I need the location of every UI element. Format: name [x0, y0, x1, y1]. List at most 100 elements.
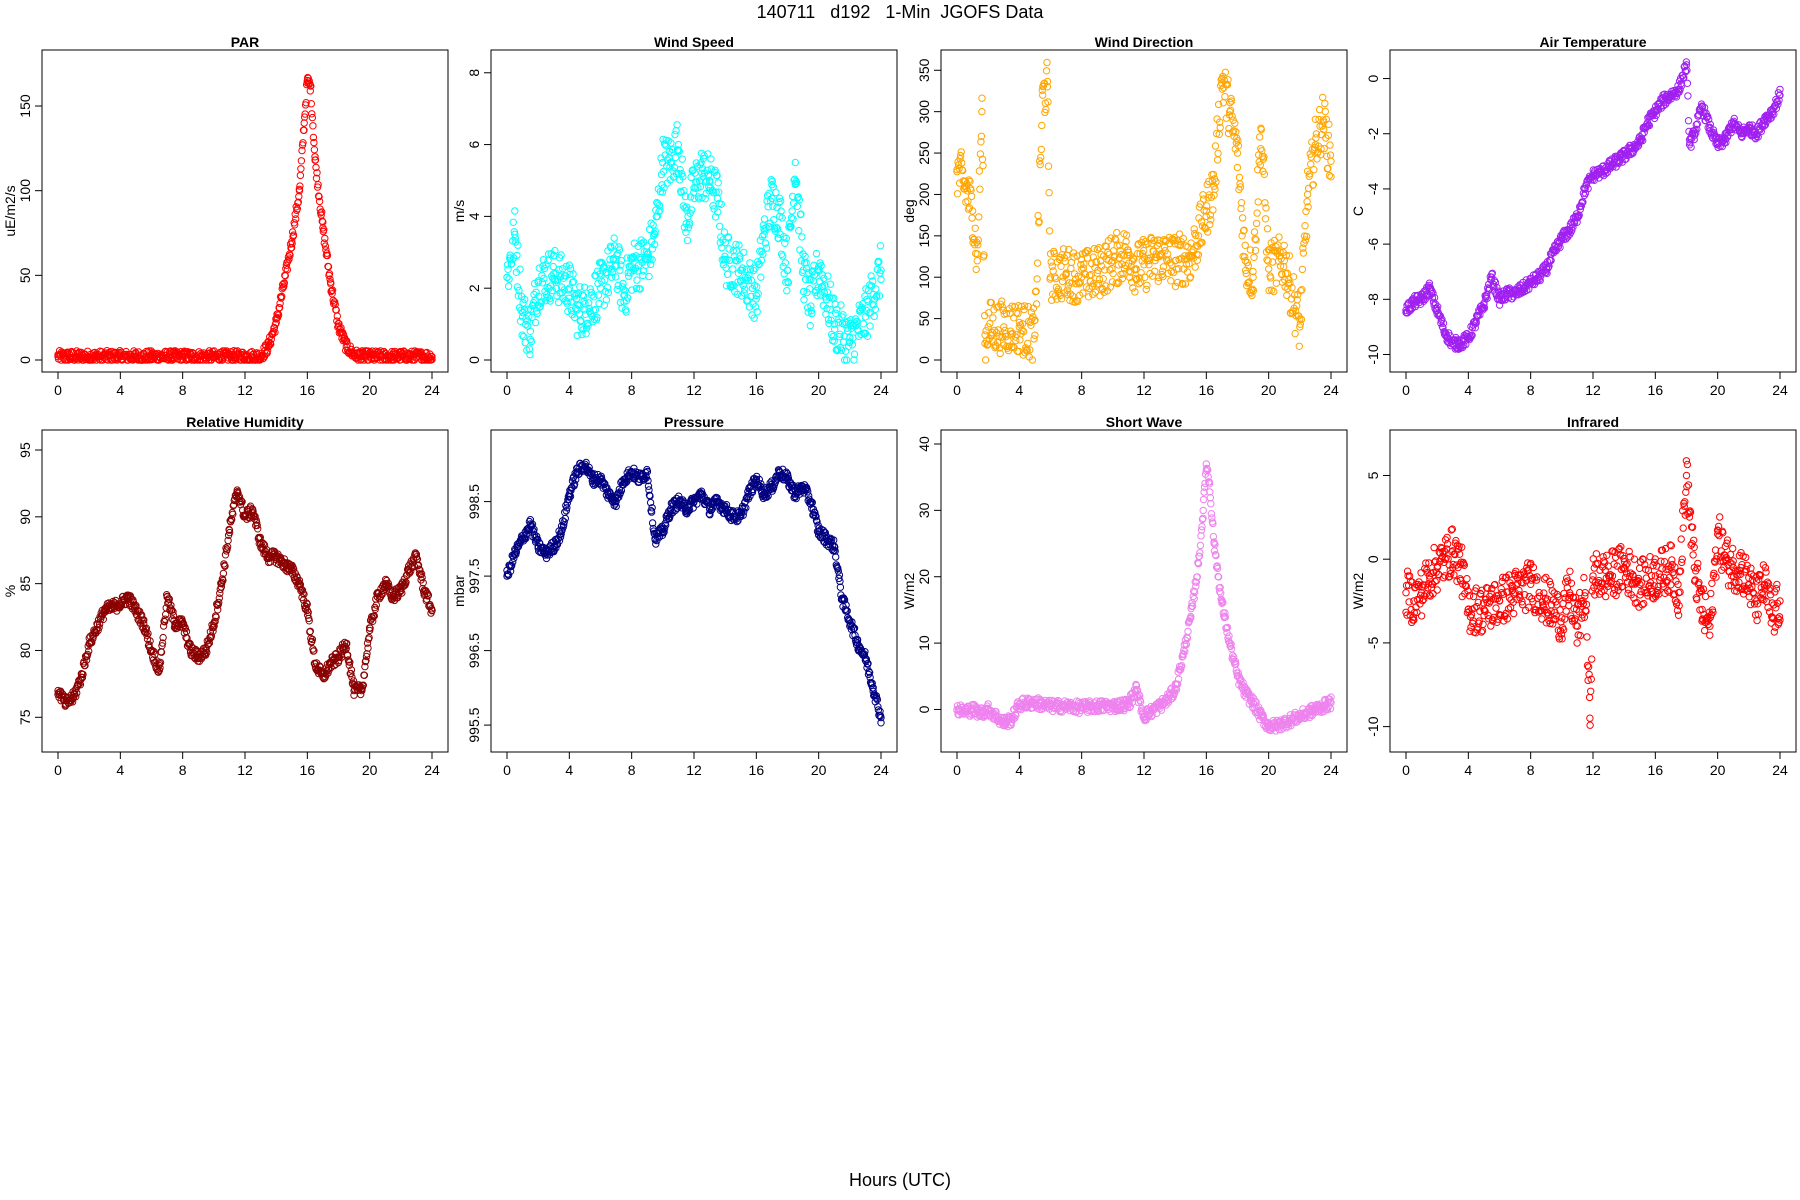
data-point — [674, 140, 683, 149]
data-point — [1313, 155, 1321, 163]
data-point — [1042, 67, 1051, 75]
data-point — [679, 173, 687, 181]
data-point — [628, 263, 636, 271]
data-point — [1684, 92, 1692, 100]
data-point — [1142, 285, 1151, 294]
data-point — [781, 259, 789, 267]
data-point — [742, 265, 750, 273]
data-point — [1102, 282, 1110, 290]
data-point — [313, 169, 321, 177]
data-point — [1251, 235, 1259, 243]
data-point — [366, 352, 374, 361]
data-point — [877, 275, 885, 284]
data-point — [312, 163, 320, 172]
data-point — [746, 266, 755, 274]
data-point — [116, 352, 125, 361]
data-point — [783, 266, 792, 274]
x-tick-label: 12 — [1585, 382, 1601, 398]
data-point — [1209, 206, 1217, 214]
data-point — [830, 337, 838, 345]
data-point — [515, 286, 523, 295]
x-tick-label: 0 — [953, 762, 961, 778]
y-tick-label: 4 — [466, 212, 482, 220]
data-point — [793, 179, 801, 188]
data-point — [658, 188, 667, 196]
data-point — [760, 230, 768, 239]
data-point — [327, 280, 335, 288]
data-point — [746, 259, 754, 267]
data-point — [673, 121, 681, 129]
data-point — [318, 208, 326, 216]
data-point — [1045, 189, 1053, 197]
data-point — [1154, 277, 1163, 285]
data-point — [803, 288, 811, 297]
data-point — [768, 177, 776, 186]
data-point — [514, 241, 522, 249]
data-point — [299, 139, 307, 147]
x-tick-label: 16 — [300, 762, 316, 778]
data-point — [283, 265, 292, 274]
data-point — [562, 272, 570, 280]
data-point — [1057, 295, 1066, 303]
data-point — [1179, 234, 1188, 243]
data-point — [310, 146, 319, 154]
data-point — [1227, 97, 1236, 105]
data-point — [1134, 240, 1143, 248]
data-point — [1187, 252, 1195, 261]
data-point — [1683, 66, 1691, 75]
x-tick-label: 20 — [1710, 382, 1726, 398]
data-point — [1044, 98, 1052, 106]
data-point — [1320, 125, 1328, 134]
data-point — [684, 223, 693, 232]
data-point — [1429, 289, 1437, 297]
data-point — [692, 159, 700, 167]
data-point — [1326, 151, 1335, 159]
data-point — [1706, 120, 1715, 129]
data-point — [569, 270, 577, 278]
y-tick-label: 200 — [916, 183, 932, 207]
data-point — [807, 307, 815, 315]
data-point — [1033, 275, 1041, 283]
data-point — [869, 277, 877, 285]
data-point — [389, 352, 397, 361]
data-point — [550, 270, 558, 278]
data-point — [601, 276, 609, 284]
panel-title: Pressure — [664, 414, 724, 430]
y-tick-label: 150 — [916, 224, 932, 248]
data-point — [1218, 74, 1226, 83]
y-axis-label: uE/m2/s — [2, 185, 18, 236]
x-tick-label: 12 — [237, 382, 253, 398]
x-tick-label: 8 — [628, 762, 636, 778]
y-tick-label: 2 — [466, 284, 482, 292]
data-point — [1056, 291, 1065, 299]
data-point — [306, 82, 315, 90]
data-point — [994, 302, 1003, 311]
data-point — [1146, 269, 1154, 278]
data-point — [753, 308, 761, 316]
data-point — [1261, 199, 1269, 207]
x-tick-label: 16 — [300, 382, 316, 398]
data-point — [729, 265, 737, 273]
data-point — [589, 317, 597, 326]
data-point — [753, 283, 761, 291]
data-point — [714, 208, 722, 216]
data-point — [1226, 108, 1234, 116]
data-point — [579, 292, 588, 300]
data-point — [578, 330, 586, 339]
data-point — [974, 236, 982, 244]
data-point — [564, 285, 573, 294]
data-point — [1285, 252, 1294, 260]
data-point — [975, 213, 983, 221]
data-point — [1199, 195, 1208, 203]
data-point — [519, 332, 528, 341]
data-point — [1300, 239, 1308, 248]
data-point — [218, 356, 227, 364]
data-point — [525, 345, 534, 353]
data-point — [288, 228, 297, 236]
data-point — [1554, 242, 1563, 251]
data-point — [1023, 346, 1031, 355]
data-point — [1078, 273, 1086, 281]
data-point — [593, 313, 601, 322]
